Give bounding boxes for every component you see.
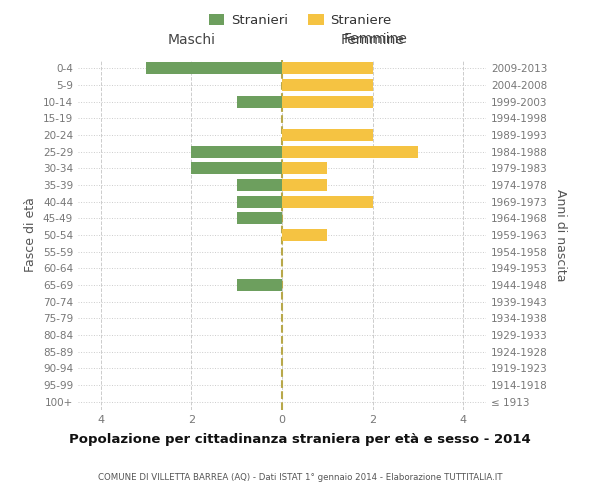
Bar <box>236 96 282 108</box>
Legend: Stranieri, Straniere: Stranieri, Straniere <box>203 9 397 32</box>
Bar <box>282 229 328 241</box>
Y-axis label: Anni di nascita: Anni di nascita <box>554 188 567 281</box>
Text: Femmine: Femmine <box>344 32 408 46</box>
Text: COMUNE DI VILLETTA BARREA (AQ) - Dati ISTAT 1° gennaio 2014 - Elaborazione TUTTI: COMUNE DI VILLETTA BARREA (AQ) - Dati IS… <box>98 473 502 482</box>
Bar <box>282 62 373 74</box>
Text: Maschi: Maschi <box>167 32 215 46</box>
Bar <box>191 162 282 174</box>
Bar <box>282 179 328 191</box>
Bar <box>282 129 373 141</box>
Bar <box>236 212 282 224</box>
Text: Femmine: Femmine <box>341 32 404 46</box>
Bar <box>282 162 328 174</box>
Bar <box>282 96 373 108</box>
Bar <box>146 62 282 74</box>
Bar <box>236 196 282 207</box>
Bar <box>282 196 373 207</box>
Bar <box>236 179 282 191</box>
Bar <box>282 79 373 91</box>
Y-axis label: Fasce di età: Fasce di età <box>25 198 37 272</box>
Bar <box>282 146 418 158</box>
Bar <box>191 146 282 158</box>
Text: Popolazione per cittadinanza straniera per età e sesso - 2014: Popolazione per cittadinanza straniera p… <box>69 432 531 446</box>
Bar <box>236 279 282 291</box>
